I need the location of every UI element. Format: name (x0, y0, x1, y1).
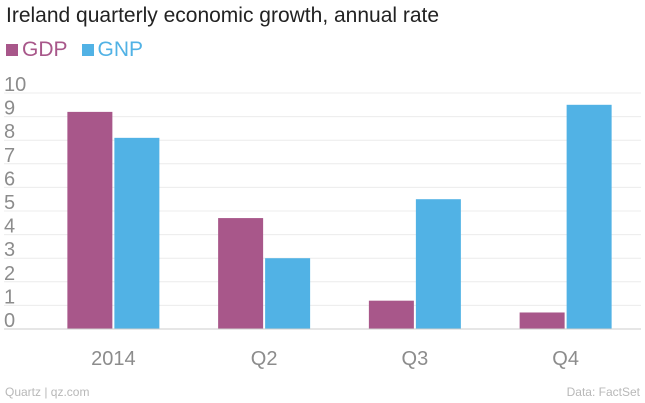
legend-swatch-gnp (81, 44, 94, 56)
y-tick-label: 9 (4, 98, 15, 120)
y-tick-label: 0 (4, 310, 15, 332)
x-tick-label: Q2 (251, 348, 278, 370)
chart-title: Ireland quarterly economic growth, annua… (6, 4, 440, 27)
x-tick-label: Q3 (402, 348, 429, 370)
y-tick-label: 8 (4, 121, 15, 143)
y-tick-label: 3 (4, 239, 15, 261)
bar-gdp-2014 (67, 111, 113, 329)
bar-gdp-q2 (218, 218, 264, 329)
bar-gdp-q4 (519, 312, 565, 329)
y-tick-label: 10 (4, 74, 26, 96)
y-tick-label: 2 (4, 263, 15, 285)
bar-gdp-q3 (368, 300, 414, 329)
bar-gnp-2014 (114, 137, 160, 329)
x-tick-label: Q4 (552, 348, 579, 370)
data-source: Data: FactSet (566, 385, 640, 399)
legend-label-gnp: GNP (97, 38, 144, 61)
bar-gnp-q4 (566, 104, 612, 329)
legend-label-gdp: GDP (22, 38, 68, 61)
source-credit: Quartz | qz.com (5, 385, 90, 399)
x-tick-label: 2014 (91, 348, 136, 370)
bars (67, 104, 612, 329)
legend: GDP GNP (6, 38, 143, 62)
legend-swatch-gdp (6, 44, 18, 56)
bar-gnp-q3 (415, 199, 461, 329)
y-tick-label: 4 (4, 216, 15, 238)
y-tick-label: 6 (4, 168, 15, 190)
bar-gnp-q2 (265, 258, 311, 329)
y-tick-label: 1 (4, 286, 15, 308)
legend-item-gdp: GDP (6, 38, 68, 62)
y-tick-label: 5 (4, 192, 15, 214)
legend-item-gnp: GNP (81, 38, 144, 62)
y-tick-label: 7 (4, 145, 15, 167)
x-axis-ticks: 2014 Q2 Q3 Q4 (91, 348, 579, 370)
